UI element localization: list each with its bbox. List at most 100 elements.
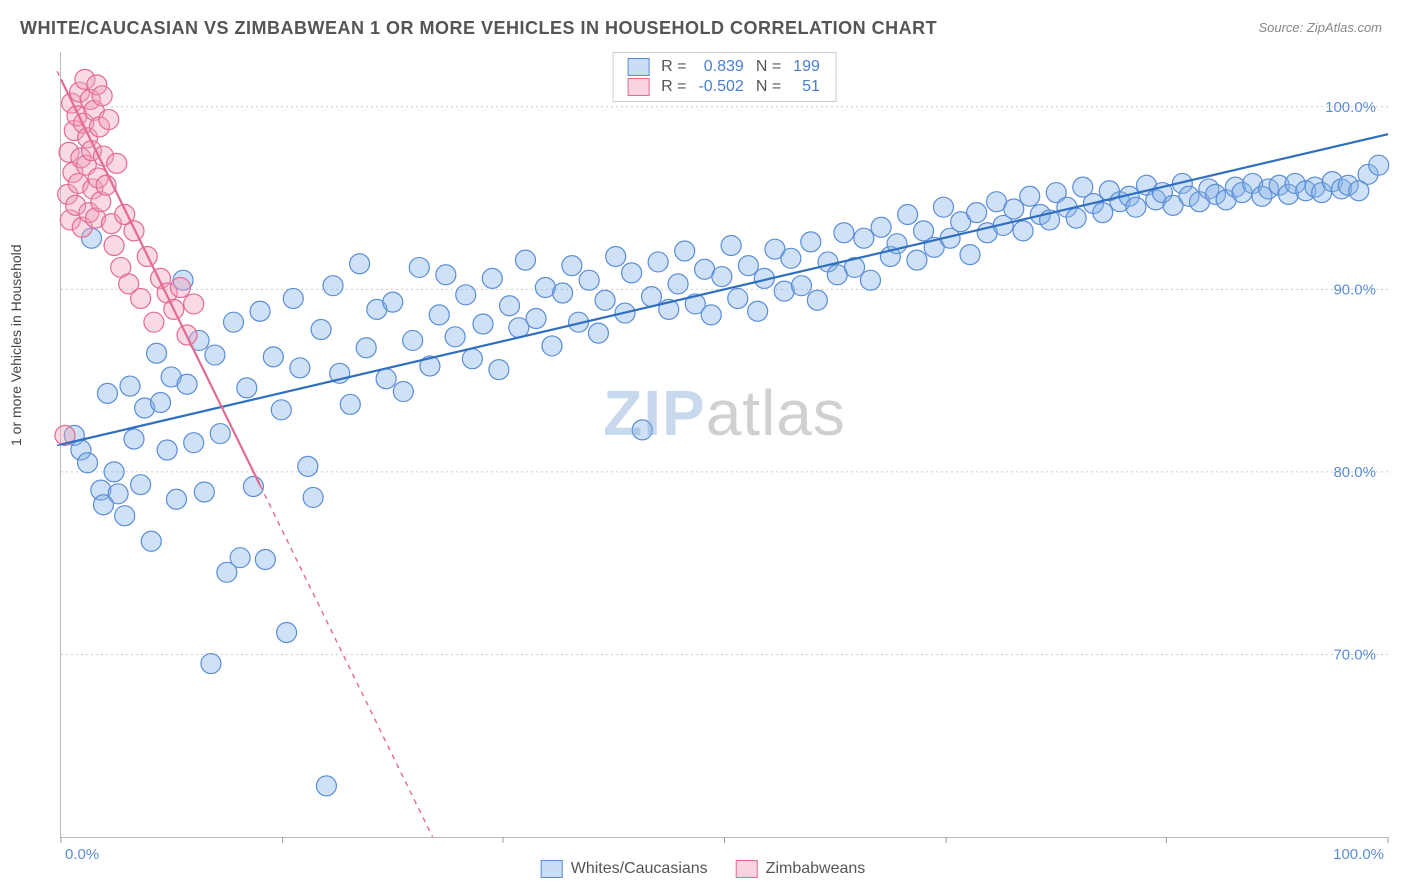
scatter-point	[1066, 208, 1086, 228]
scatter-point	[115, 506, 135, 526]
scatter-point	[184, 433, 204, 453]
scatter-point	[177, 374, 197, 394]
scatter-point	[283, 288, 303, 308]
chart-title: WHITE/CAUCASIAN VS ZIMBABWEAN 1 OR MORE …	[20, 18, 937, 39]
swatch-blue	[541, 860, 563, 878]
y-tick-label: 80.0%	[1333, 464, 1376, 481]
scatter-point	[108, 484, 128, 504]
legend-label: Zimbabweans	[766, 860, 866, 878]
scatter-point	[1369, 155, 1389, 175]
scatter-point	[854, 228, 874, 248]
scatter-point	[157, 440, 177, 460]
scatter-point	[124, 221, 144, 241]
scatter-point	[622, 263, 642, 283]
y-tick-label: 70.0%	[1333, 646, 1376, 663]
scatter-point	[429, 305, 449, 325]
scatter-point	[210, 424, 230, 444]
x-tick-label: 100.0%	[1333, 846, 1384, 863]
scatter-point	[144, 312, 164, 332]
scatter-point	[801, 232, 821, 252]
scatter-point	[303, 487, 323, 507]
scatter-point	[748, 301, 768, 321]
scatter-point	[526, 309, 546, 329]
scatter-point	[224, 312, 244, 332]
scatter-point	[515, 250, 535, 270]
trend-line	[57, 445, 61, 446]
source-attribution: Source: ZipAtlas.com	[1258, 20, 1382, 35]
scatter-point	[403, 330, 423, 350]
scatter-point	[482, 268, 502, 288]
scatter-point	[250, 301, 270, 321]
scatter-point	[553, 283, 573, 303]
scatter-point	[92, 86, 112, 106]
scatter-point	[907, 250, 927, 270]
scatter-point	[781, 248, 801, 268]
scatter-point	[933, 197, 953, 217]
legend-item-pink: Zimbabweans	[736, 860, 866, 878]
scatter-point	[311, 319, 331, 339]
n-label: N =	[750, 57, 787, 77]
n-label: N =	[750, 77, 787, 97]
r-label: R =	[655, 57, 692, 77]
scatter-point	[632, 420, 652, 440]
scatter-point	[170, 278, 190, 298]
scatter-point	[967, 203, 987, 223]
scatter-point	[791, 276, 811, 296]
scatter-point	[99, 110, 119, 130]
series-legend: Whites/Caucasians Zimbabweans	[541, 860, 866, 878]
scatter-point	[728, 288, 748, 308]
scatter-point	[738, 256, 758, 276]
swatch-blue	[627, 58, 649, 76]
trend-line	[57, 71, 61, 79]
legend-row-blue: R = 0.839 N = 199	[621, 57, 826, 77]
scatter-point	[104, 462, 124, 482]
scatter-plot-svg: 70.0%80.0%90.0%100.0%0.0%100.0%	[61, 52, 1388, 837]
y-axis-label: 1 or more Vehicles in Household	[8, 244, 24, 446]
scatter-point	[1093, 203, 1113, 223]
scatter-point	[562, 256, 582, 276]
scatter-point	[350, 254, 370, 274]
n-value: 199	[787, 57, 826, 77]
correlation-legend: R = 0.839 N = 199 R = -0.502 N = 51	[612, 52, 837, 102]
scatter-point	[131, 475, 151, 495]
scatter-point	[1013, 221, 1033, 241]
scatter-point	[120, 376, 140, 396]
scatter-point	[860, 270, 880, 290]
scatter-point	[151, 393, 171, 413]
scatter-point	[1126, 197, 1146, 217]
x-tick-label: 0.0%	[65, 846, 99, 863]
swatch-pink	[736, 860, 758, 878]
scatter-point	[383, 292, 403, 312]
scatter-point	[124, 429, 144, 449]
scatter-point	[871, 217, 891, 237]
scatter-point	[376, 369, 396, 389]
scatter-point	[141, 531, 161, 551]
chart-plot-area: R = 0.839 N = 199 R = -0.502 N = 51 ZIPa…	[60, 52, 1388, 838]
scatter-point	[721, 236, 741, 256]
scatter-point	[237, 378, 257, 398]
scatter-point	[648, 252, 668, 272]
y-tick-label: 90.0%	[1333, 281, 1376, 298]
scatter-point	[201, 654, 221, 674]
scatter-point	[807, 290, 827, 310]
scatter-point	[78, 453, 98, 473]
scatter-point	[712, 267, 732, 287]
scatter-point	[675, 241, 695, 261]
scatter-point	[393, 382, 413, 402]
scatter-point	[277, 623, 297, 643]
scatter-point	[473, 314, 493, 334]
scatter-point	[104, 236, 124, 256]
scatter-point	[668, 274, 688, 294]
scatter-point	[595, 290, 615, 310]
scatter-point	[898, 204, 918, 224]
r-value: 0.839	[692, 57, 749, 77]
scatter-point	[500, 296, 520, 316]
scatter-point	[489, 360, 509, 380]
scatter-point	[701, 305, 721, 325]
scatter-point	[255, 550, 275, 570]
scatter-point	[271, 400, 291, 420]
scatter-point	[205, 345, 225, 365]
scatter-point	[456, 285, 476, 305]
r-label: R =	[655, 77, 692, 97]
scatter-point	[290, 358, 310, 378]
